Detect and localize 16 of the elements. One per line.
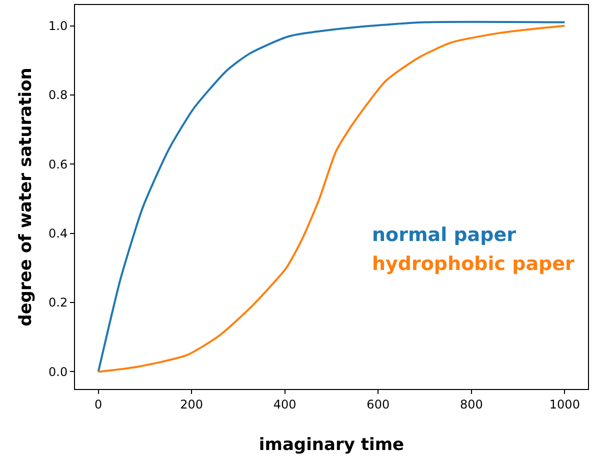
y-tick-label: 0.4 <box>48 226 68 241</box>
x-tick-label: 600 <box>366 397 390 412</box>
x-tick-label: 1000 <box>549 397 580 412</box>
x-tick-label: 200 <box>180 397 204 412</box>
y-tick-label: 1.0 <box>48 18 68 33</box>
y-tick-label: 0.2 <box>48 296 68 310</box>
x-axis-title: imaginary time <box>258 435 404 455</box>
text: hydrophobic paper <box>372 253 576 275</box>
y-axis-title: degree of water saturation <box>16 68 36 326</box>
x-tick-label: 0 <box>94 397 102 412</box>
y-tick-label: 0.0 <box>48 364 68 379</box>
x-tick-label: 800 <box>460 397 483 412</box>
text: normal paper <box>372 224 517 246</box>
x-tick-label: 400 <box>273 397 296 412</box>
y-tick-label: 0.6 <box>48 157 68 172</box>
y-tick-label: 0.8 <box>48 88 68 102</box>
